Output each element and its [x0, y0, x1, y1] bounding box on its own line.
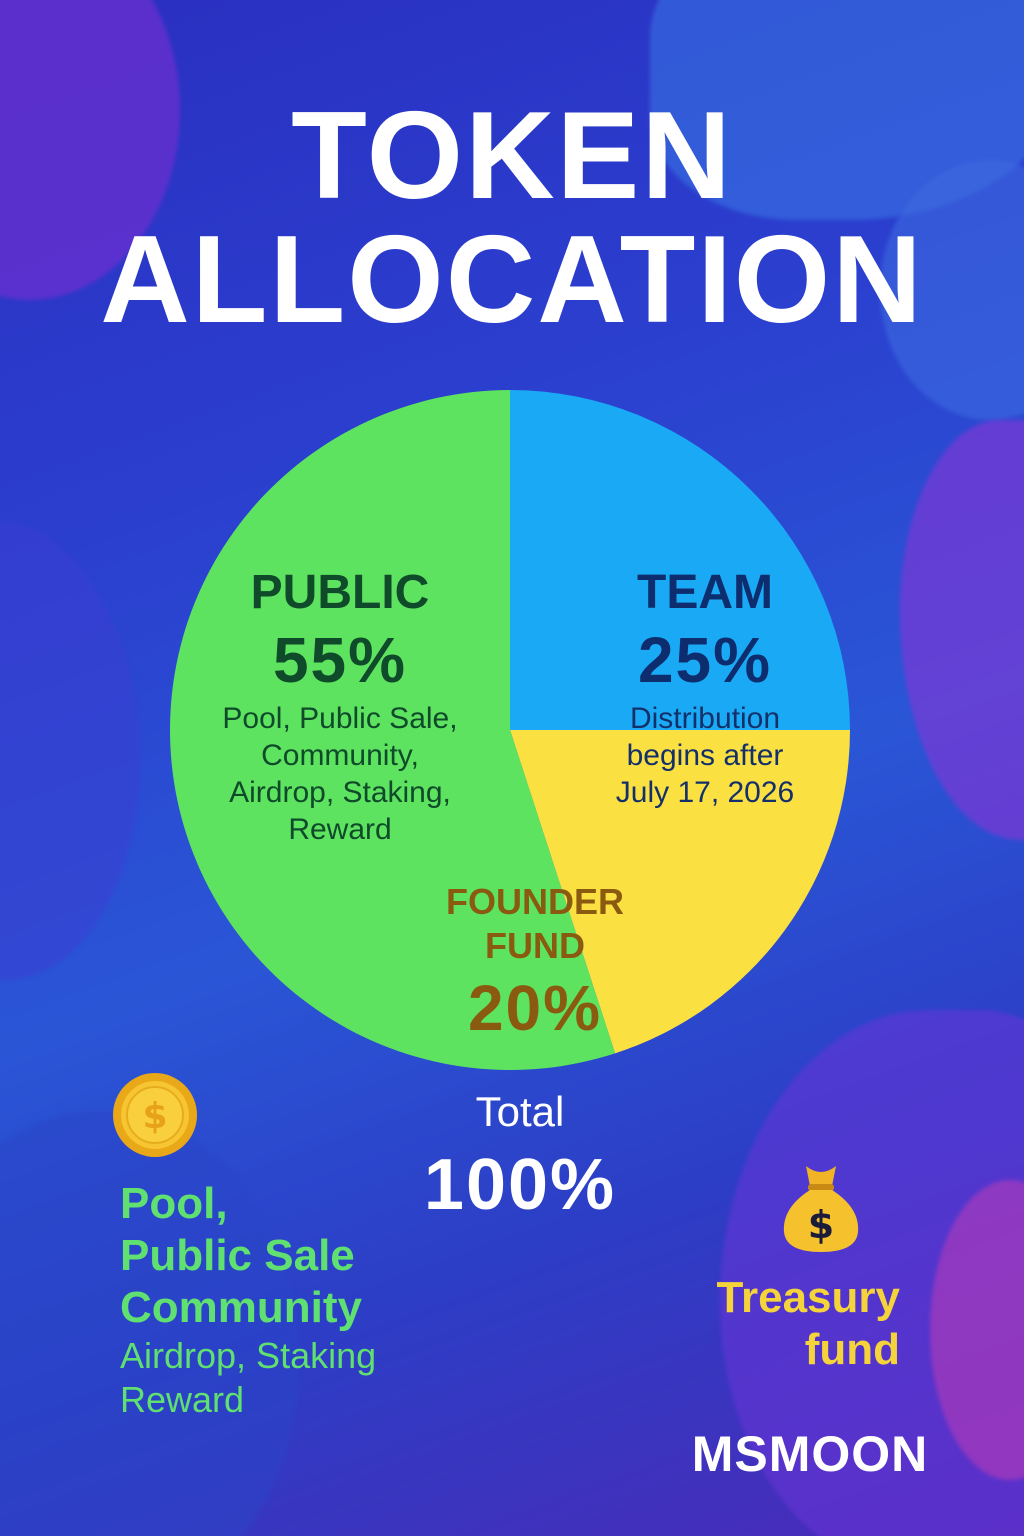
slice-name: FUND [485, 925, 585, 966]
total-value: 100% [423, 1145, 617, 1225]
slice-name: TEAM [637, 566, 773, 619]
pie-chart [169, 390, 850, 1070]
slice-description-line: begins after [626, 739, 784, 772]
slice-name: PUBLIC [250, 566, 430, 619]
pool-line: Public Sale [120, 1231, 355, 1280]
slice-description-line: Pool, Public Sale, [222, 702, 458, 735]
slice-description-line: Community, [261, 739, 419, 772]
pool-section: Pool, Public Sale Community Airdrop, Sta… [120, 1178, 376, 1422]
coin-icon: $ [113, 1073, 197, 1157]
brand-logo-text: MSMOON [691, 1426, 929, 1482]
page-title-line-2: ALLOCATION [100, 211, 924, 349]
background-blob [900, 420, 1024, 840]
background-blob [0, 520, 140, 980]
treasury-line: fund [804, 1325, 900, 1374]
svg-text:$: $ [808, 1203, 834, 1247]
slice-description-line: Airdrop, Staking, [229, 776, 451, 809]
pool-line: Community [120, 1283, 362, 1332]
pie-slice-team [510, 390, 850, 730]
pool-line: Airdrop, Staking [120, 1335, 377, 1376]
slice-name: FOUNDER [446, 881, 624, 922]
slice-percent: 20% [467, 972, 603, 1044]
treasury-section: Treasury fund [640, 1272, 900, 1376]
page-title-line-1: TOKEN [291, 87, 733, 225]
pool-line: Pool, [120, 1179, 228, 1228]
svg-text:$: $ [142, 1096, 167, 1137]
slice-percent: 25% [637, 624, 773, 696]
money-bag-icon: $ [783, 1166, 859, 1252]
total-label: Total [475, 1088, 565, 1135]
slice-description-line: July 17, 2026 [615, 776, 795, 809]
pie-slice-public [169, 390, 616, 1070]
pie-slice-founder-fund [510, 730, 850, 1054]
slice-label-team: TEAM 25% Distribution begins after July … [570, 566, 840, 811]
slice-label-public: PUBLIC 55% Pool, Public Sale, Community,… [190, 566, 490, 848]
slice-label-founder-fund: FOUNDER FUND 20% [420, 880, 650, 1048]
slice-percent: 55% [272, 624, 408, 696]
slice-description-line: Distribution [629, 702, 781, 735]
treasury-line: Treasury [716, 1273, 900, 1322]
pool-line: Reward [120, 1379, 245, 1420]
slice-description-line: Reward [288, 813, 392, 846]
